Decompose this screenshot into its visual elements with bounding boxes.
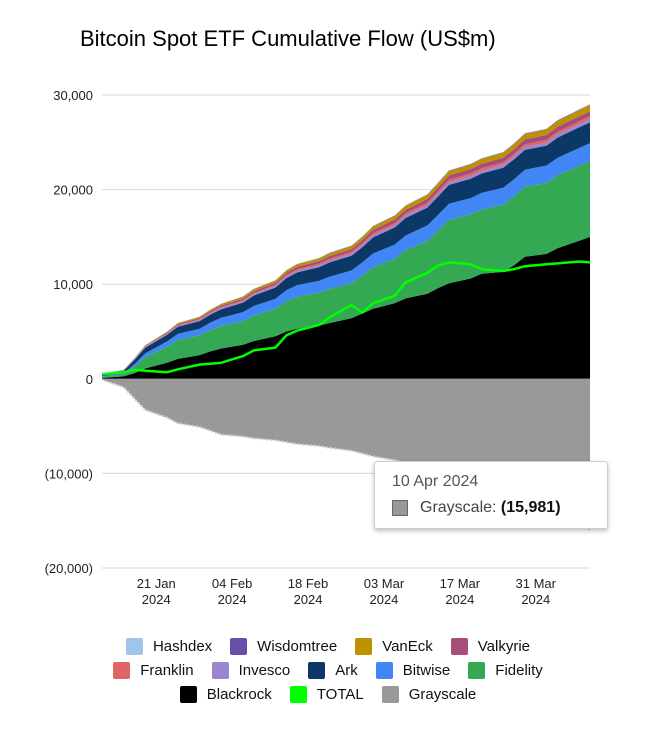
area-ark [102,122,590,377]
x-tick-year-label: 2024 [218,592,247,607]
legend-label: Blackrock [206,686,272,703]
legend-swatch [230,638,248,655]
y-tick-label: 10,000 [53,277,93,292]
area-blackrock [102,236,590,379]
legend-swatch [179,686,197,703]
hover-tooltip: 10 Apr 2024 Grayscale: (15,981) [374,461,608,529]
legend-label: TOTAL [316,686,364,703]
legend-row: Franklin Invesco Ark Bitwise Fidelity [0,662,656,679]
legend-label: Fidelity [495,662,543,679]
legend-swatch [381,686,399,703]
x-tick-year-label: 2024 [369,592,398,607]
legend-label: Invesco [238,662,291,679]
legend-swatch [125,638,143,655]
legend-item-grayscale[interactable]: Grayscale [381,686,477,703]
legend-label: Grayscale [408,686,477,703]
legend-swatch [355,638,373,655]
legend-label: VanEck [382,638,433,655]
legend-label: Bitwise [402,662,451,679]
legend-row: Blackrock TOTAL Grayscale [0,686,656,703]
chart-plot: 30,000 20,000 10,000 0 (10,000) (20,000) 21 J… [45,88,591,607]
total-line [101,260,591,376]
legend-item-invesco[interactable]: Invesco [211,662,291,679]
area-invesco [102,119,590,375]
area-grayscale [102,378,590,530]
tooltip-swatch [392,500,408,516]
legend-swatch [450,638,468,655]
tooltip-series-label: Grayscale [420,499,493,516]
legend-swatch [468,662,486,679]
area-franklin [102,116,590,375]
legend-swatch [113,662,131,679]
legend-item-bitwise[interactable]: Bitwise [375,662,451,679]
area-bitwise [102,143,590,377]
x-tick-label: 03 Mar [364,576,405,591]
tooltip-date: 10 Apr 2024 [392,473,479,490]
x-tick-year-label: 2024 [294,592,323,607]
legend-label: Ark [335,662,358,679]
total-line-path [101,260,591,376]
area-valkyrie [102,111,590,375]
legend-item-ark[interactable]: Ark [308,662,358,679]
tooltip-value: (15,981) [500,499,561,516]
chart-title: Bitcoin Spot ETF Cumulative Flow (US$m) [80,26,496,51]
x-tick-label: 17 Mar [440,576,481,591]
legend-item-wisdomtree[interactable]: Wisdomtree [230,638,337,655]
x-tick-year-label: 2024 [521,592,550,607]
area-fidelity [102,161,590,378]
y-tick-label: (20,000) [45,561,93,576]
y-tick-label: 30,000 [53,88,93,103]
legend-item-total[interactable]: TOTAL [289,686,364,703]
legend-swatch [211,662,229,679]
tooltip-text: Grayscale: (15,981) [420,499,561,516]
legend-item-franklin[interactable]: Franklin [113,662,194,679]
y-axis-ticks: 30,000 20,000 10,000 0 (10,000) (20,000) [45,88,93,576]
legend-label: Valkyrie [477,638,531,655]
legend-item-valkyrie[interactable]: Valkyrie [450,638,531,655]
area-vaneck [102,105,590,375]
legend-label: Hashdex [152,638,213,655]
legend-swatch [375,662,393,679]
x-tick-year-label: 2024 [445,592,474,607]
y-tick-label: 20,000 [53,183,93,198]
legend-item-hashdex[interactable]: Hashdex [125,638,213,655]
legend-label: Wisdomtree [257,638,338,655]
legend-row: Hashdex Wisdomtree VanEck Valkyrie [0,638,656,655]
legend-item-fidelity[interactable]: Fidelity [468,662,543,679]
legend-item-blackrock[interactable]: Blackrock [179,686,272,703]
x-tick-label: 04 Feb [212,576,252,591]
legend-item-vaneck[interactable]: VanEck [355,638,433,655]
x-tick-year-label: 2024 [142,592,171,607]
y-tick-label: 0 [86,372,93,387]
legend-swatch [308,662,326,679]
legend-label: Franklin [140,662,194,679]
grayscale-edge [101,378,591,531]
x-tick-label: 31 Mar [516,576,557,591]
x-tick-label: 21 Jan [137,576,176,591]
y-tick-label: (10,000) [45,466,93,481]
area-series [101,104,591,531]
legend-swatch [289,686,307,703]
x-tick-label: 18 Feb [288,576,328,591]
